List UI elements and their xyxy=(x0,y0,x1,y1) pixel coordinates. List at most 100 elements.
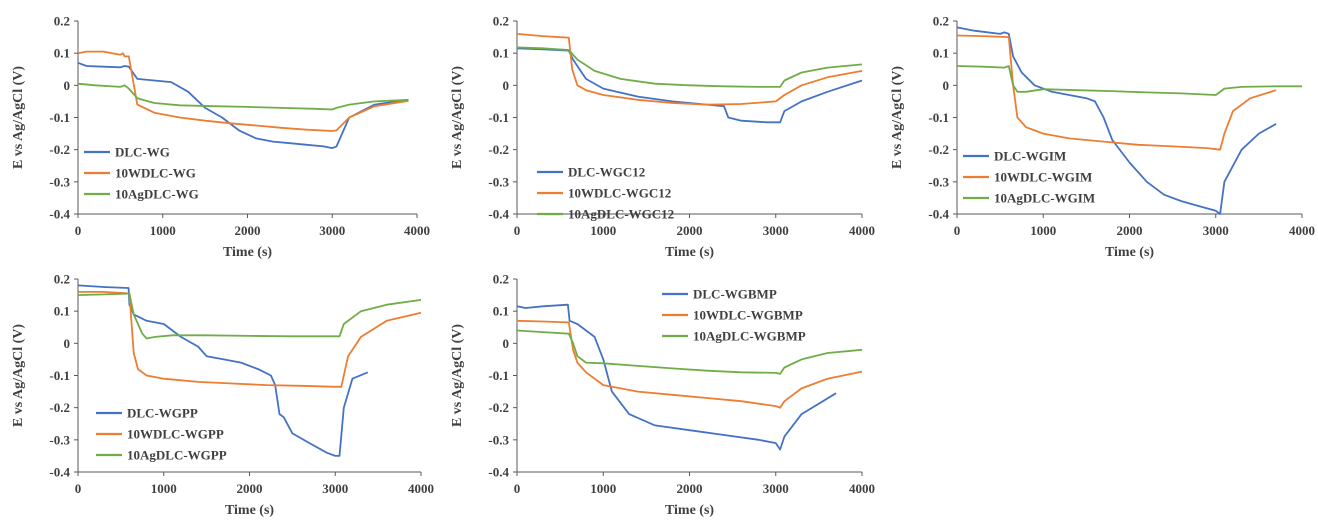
x-tick-label: 4000 xyxy=(849,481,875,496)
legend: DLC-WGBMP 10WDLC-WGBMP 10AgDLC-WGBMP xyxy=(662,287,806,344)
series-line-10AgDLC-WG xyxy=(77,82,409,111)
y-tick-label: -0.2 xyxy=(49,142,70,157)
y-tick-label: -0.2 xyxy=(488,142,509,157)
series-line-DLC-WG xyxy=(77,61,409,150)
series-line-10AgDLC-WGPP xyxy=(77,292,422,340)
x-tick-label: 2000 xyxy=(677,223,703,238)
x-tick-label: 0 xyxy=(514,481,521,496)
legend-label: DLC-WGBMP xyxy=(693,287,777,302)
y-tick-label: -0.4 xyxy=(488,465,509,480)
y-tick-label: -0.4 xyxy=(488,207,509,222)
legend-label: 10WDLC-WGPP xyxy=(127,427,224,442)
series-line-10WDLC-WGPP xyxy=(78,290,422,388)
y-tick-label: -0.1 xyxy=(488,110,509,125)
series-line-10AgDLC-WGIM xyxy=(956,65,1302,96)
x-tick-label: 0 xyxy=(514,223,521,238)
chart-4: 0.2 0.1 0 -0.1 -0.2 -0.3 -0.4 0 1000 2000 3000 4000… xyxy=(11,272,434,519)
y-tick-label: 0 xyxy=(503,336,510,351)
x-tick-label: 2000 xyxy=(677,481,703,496)
y-axis-label: E vs Ag/AgCl (V) xyxy=(890,66,905,169)
legend-label: 10AgDLC-WGPP xyxy=(127,448,227,463)
series-line-DLC-WGC12 xyxy=(516,47,863,124)
legend: DLC-WGPP 10WDLC-WGPP 10AgDLC-WGPP xyxy=(96,406,227,463)
y-tick-label: -0.4 xyxy=(49,207,70,222)
x-axis-label: Time (s) xyxy=(225,503,274,518)
series-line-10WDLC-WG xyxy=(77,50,409,132)
chart-2: 0.2 0.1 0 -0.1 -0.2 -0.3 -0.4 0 1000 2000 3000 4000… xyxy=(450,14,875,261)
chart-1: 0.2 0.1 0 -0.1 -0.2 -0.3 -0.4 0 1000 2000 3000 4000… xyxy=(11,14,430,261)
y-tick-label: 0.2 xyxy=(54,14,70,29)
y-tick-label: 0.1 xyxy=(933,46,949,61)
y-tick-label: -0.4 xyxy=(928,207,949,222)
y-tick-label: 0 xyxy=(64,336,71,351)
x-tick-label: 2000 xyxy=(235,223,261,238)
legend-label: 10AgDLC-WGIM xyxy=(994,191,1095,206)
y-tick-label: 0.2 xyxy=(493,14,509,29)
y-tick-label: 0.2 xyxy=(933,14,949,29)
x-tick-label: 2000 xyxy=(237,481,263,496)
y-tick-label: -0.1 xyxy=(49,368,70,383)
y-axis-label: E vs Ag/AgCl (V) xyxy=(450,324,465,427)
legend: DLC-WGC12 10WDLC-WGC12 10AgDLC-WGC12 xyxy=(537,165,674,222)
chart-3: 0.2 0.1 0 -0.1 -0.2 -0.3 -0.4 0 1000 2000 3000 4000… xyxy=(890,14,1315,261)
x-tick-label: 4000 xyxy=(849,223,875,238)
y-tick-label: -0.3 xyxy=(49,174,70,189)
y-tick-label: -0.2 xyxy=(488,400,509,415)
legend-label: DLC-WGIM xyxy=(994,149,1066,164)
y-tick-label: 0 xyxy=(503,78,510,93)
y-tick-label: -0.1 xyxy=(49,110,70,125)
legend-label: 10WDLC-WGIM xyxy=(994,170,1092,185)
y-tick-label: 0.2 xyxy=(493,272,509,287)
legend-label: 10AgDLC-WGBMP xyxy=(693,329,806,344)
legend-label: DLC-WGC12 xyxy=(568,165,645,180)
legend-label: 10WDLC-WG xyxy=(115,166,196,181)
y-tick-label: 0.1 xyxy=(493,304,509,319)
legend-label: DLC-WG xyxy=(115,145,170,160)
x-tick-label: 0 xyxy=(954,223,961,238)
x-tick-label: 2000 xyxy=(1117,223,1143,238)
y-axis-label: E vs Ag/AgCl (V) xyxy=(450,66,465,169)
y-tick-label: -0.2 xyxy=(928,142,949,157)
legend-label: 10AgDLC-WG xyxy=(115,187,199,202)
y-tick-label: -0.3 xyxy=(928,174,949,189)
y-tick-label: -0.4 xyxy=(49,465,70,480)
series-line-DLC-WGIM xyxy=(956,26,1277,215)
x-tick-label: 3000 xyxy=(763,223,789,238)
x-axis-label: Time (s) xyxy=(665,503,714,518)
y-tick-label: -0.2 xyxy=(49,400,70,415)
x-tick-label: 1000 xyxy=(590,481,616,496)
y-tick-label: 0.1 xyxy=(54,304,70,319)
y-tick-label: -0.1 xyxy=(488,368,509,383)
series-line-10AgDLC-WGBMP xyxy=(516,329,863,375)
x-tick-label: 4000 xyxy=(404,223,430,238)
legend-label: 10WDLC-WGBMP xyxy=(693,308,803,323)
legend: DLC-WGIM 10WDLC-WGIM 10AgDLC-WGIM xyxy=(963,149,1095,206)
x-tick-label: 3000 xyxy=(1203,223,1229,238)
x-tick-label: 0 xyxy=(75,223,82,238)
series-line-DLC-WGBMP xyxy=(516,303,837,451)
legend-label: 10WDLC-WGC12 xyxy=(568,186,671,201)
x-axis-label: Time (s) xyxy=(665,245,714,260)
x-tick-label: 1000 xyxy=(150,223,176,238)
x-tick-label: 4000 xyxy=(1289,223,1315,238)
y-tick-label: 0.2 xyxy=(54,272,70,287)
x-axis-label: Time (s) xyxy=(223,245,272,260)
x-tick-label: 4000 xyxy=(408,481,434,496)
x-tick-label: 3000 xyxy=(322,481,348,496)
x-tick-label: 0 xyxy=(75,481,82,496)
y-tick-label: -0.3 xyxy=(49,432,70,447)
chart-5: 0.2 0.1 0 -0.1 -0.2 -0.3 -0.4 0 1000 2000 3000 4000… xyxy=(450,272,875,519)
x-tick-label: 1000 xyxy=(1030,223,1056,238)
y-axis-label: E vs Ag/AgCl (V) xyxy=(11,66,26,169)
series-line-10WDLC-WGC12 xyxy=(516,33,863,106)
x-axis-label: Time (s) xyxy=(1105,245,1154,260)
legend-label: DLC-WGPP xyxy=(127,406,198,421)
y-axis-label: E vs Ag/AgCl (V) xyxy=(11,324,26,427)
y-tick-label: -0.1 xyxy=(928,110,949,125)
y-tick-label: -0.3 xyxy=(488,432,509,447)
y-tick-label: -0.3 xyxy=(488,174,509,189)
x-tick-label: 3000 xyxy=(763,481,789,496)
y-tick-label: 0 xyxy=(943,78,950,93)
x-tick-label: 1000 xyxy=(151,481,177,496)
